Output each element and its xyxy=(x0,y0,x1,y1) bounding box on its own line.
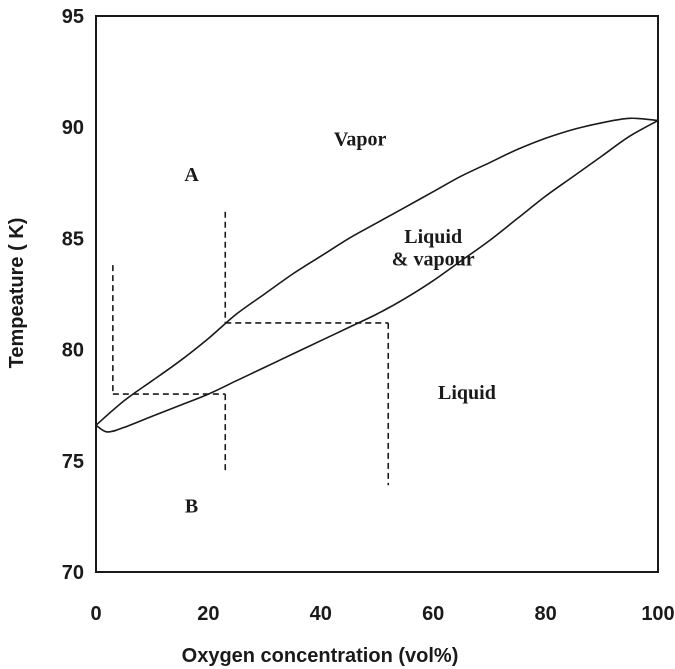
x-tick-label: 0 xyxy=(90,603,101,625)
region-label-vapor: Vapor xyxy=(334,128,387,150)
x-tick-label: 20 xyxy=(197,603,219,625)
x-axis-label: Oxygen concentration (vol%) xyxy=(182,645,459,667)
x-tick-label: 40 xyxy=(310,603,332,625)
region-annotations: Vapor A Liquid & vapour Liquid B xyxy=(184,128,496,517)
y-tick-label: 75 xyxy=(62,451,84,473)
x-tick-label: 60 xyxy=(422,603,444,625)
bubble-point-curve xyxy=(95,119,659,433)
x-tick-label: 100 xyxy=(641,603,674,625)
y-axis-ticks: 70 75 80 85 90 95 xyxy=(62,6,84,584)
y-tick-label: 90 xyxy=(62,117,84,139)
construction-lines xyxy=(112,211,390,486)
region-label-liquid-vapour-line2: & vapour xyxy=(392,248,475,270)
x-axis-ticks: 0 20 40 60 80 100 xyxy=(90,603,674,625)
point-label-a: A xyxy=(184,164,199,186)
phase-curves xyxy=(95,117,659,433)
y-axis-label: Tempeature ( K) xyxy=(6,218,28,369)
y-tick-label: 95 xyxy=(62,6,84,28)
y-tick-label: 85 xyxy=(62,228,84,250)
point-label-b: B xyxy=(185,495,198,517)
plot-frame xyxy=(95,15,659,573)
y-tick-label: 70 xyxy=(62,562,84,584)
x-tick-label: 80 xyxy=(534,603,556,625)
region-label-liquid: Liquid xyxy=(438,382,496,404)
region-label-liquid-vapour-line1: Liquid xyxy=(404,226,462,248)
y-tick-label: 80 xyxy=(62,340,84,362)
dew-point-curve xyxy=(95,117,659,426)
